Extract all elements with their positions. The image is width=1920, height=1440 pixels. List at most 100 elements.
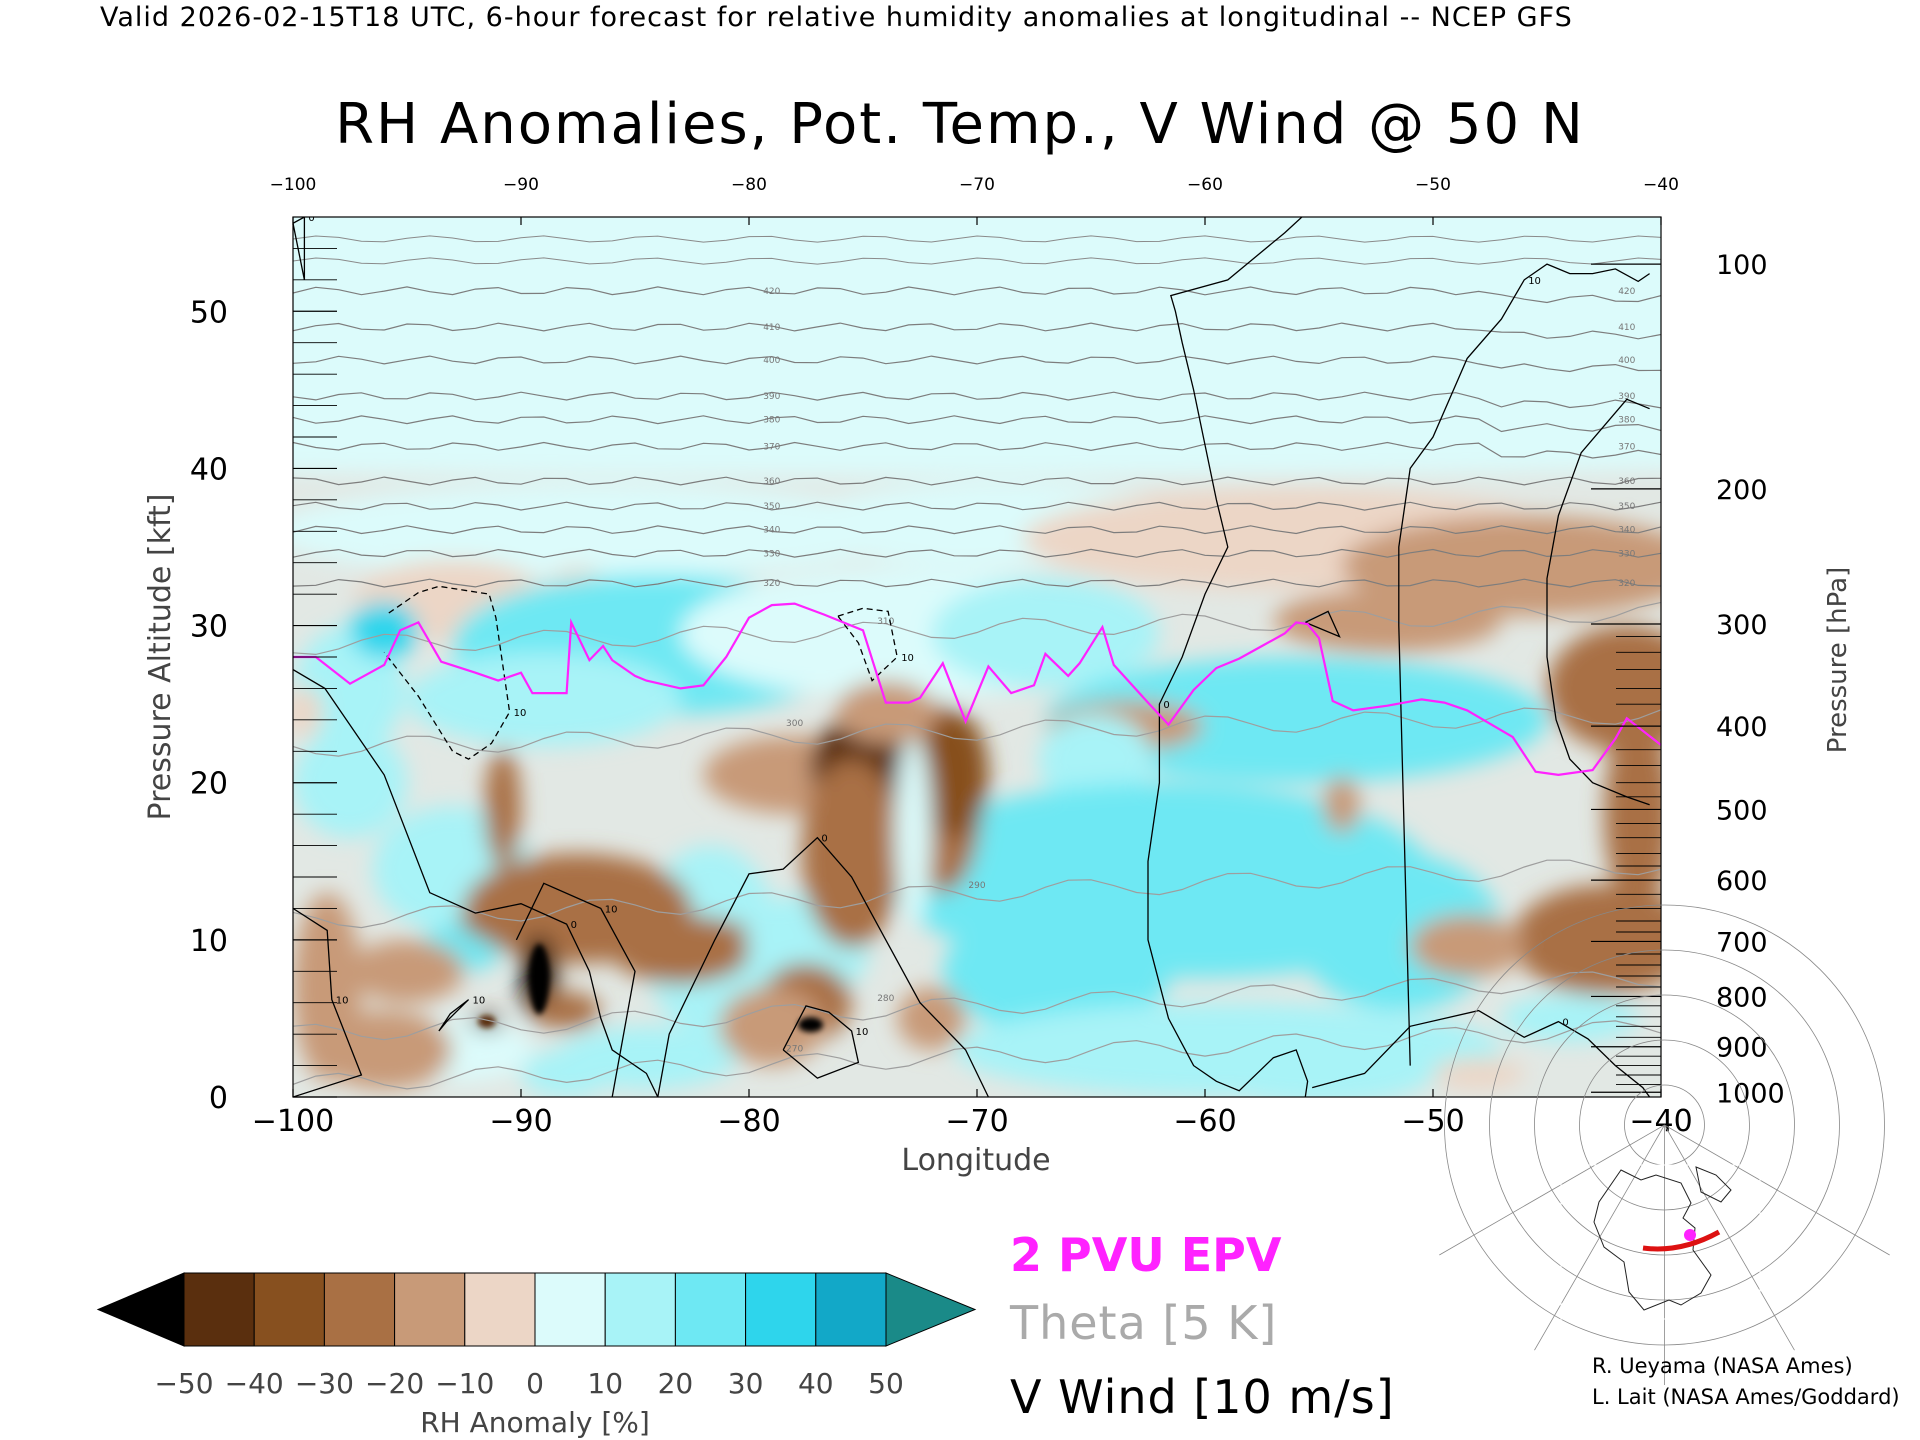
theta-contour-line (293, 322, 1661, 340)
colorbar-segment (745, 1272, 817, 1347)
colorbar-tick-label: −40 (225, 1367, 284, 1400)
rh-blob (350, 939, 464, 1003)
vwind-contour (1312, 1009, 1651, 1097)
vwind-contour-label: 0 (1163, 700, 1169, 711)
theta-contour-line (293, 859, 1661, 929)
chart-title: RH Anomalies, Pot. Temp., V Wind @ 50 N (335, 92, 1585, 157)
vwind-contour-label: 0 (1562, 1018, 1568, 1029)
theta-contour-line (293, 286, 1661, 304)
x-tick-label: −40 (1629, 1104, 1692, 1139)
x-tick-label: −80 (717, 1104, 780, 1139)
rh-blob (555, 1026, 738, 1090)
theta-contour-label-right: 410 (1618, 323, 1635, 333)
theta-contour-line (293, 476, 1661, 486)
y-tick-label: 10 (190, 924, 228, 959)
vwind-contour (657, 836, 989, 1097)
header-caption: Valid 2026-02-15T18 UTC, 6-hour forecast… (100, 2, 1573, 33)
theta-contour-label: 280 (877, 994, 894, 1004)
theta-contour-line (293, 525, 1661, 535)
inset-map-background (1561, 1165, 1760, 1319)
rh-core (478, 1015, 496, 1028)
rh-blob (719, 987, 825, 1066)
vwind-contour-label: 10 (605, 904, 618, 915)
colorbar-segment (183, 1272, 255, 1347)
y-tick-label: 50 (190, 295, 228, 330)
rh-blob (407, 652, 681, 747)
vwind-contour-dashed-label: 10 (514, 708, 527, 719)
theta-contour-label-right: 390 (1618, 392, 1635, 402)
globe-map-icon (1439, 904, 1890, 1385)
pressure-tick-label: 800 (1716, 982, 1768, 1013)
rh-blob (942, 908, 1171, 1035)
legend-epv: 2 PVU EPV (1010, 1228, 1282, 1282)
rh-anomaly-field (293, 217, 1661, 1097)
y-tick-label: 40 (190, 452, 228, 487)
vwind-contour (293, 907, 363, 1097)
colorbar-tick-label: 40 (798, 1367, 834, 1400)
x-tick-top-label: −40 (1643, 175, 1679, 195)
colorbar-tick-label: −50 (154, 1367, 213, 1400)
rh-blob (931, 578, 1160, 689)
vwind-contour (438, 999, 470, 1032)
credit-line-2: L. Lait (NASA Ames/Goddard) (1592, 1385, 1900, 1409)
theta-contour-label: 400 (763, 356, 780, 366)
vwind-contour (782, 1005, 860, 1079)
rh-blob (1512, 884, 1661, 995)
theta-contour-label-right: 380 (1618, 416, 1635, 426)
pressure-tick-label: 400 (1716, 712, 1768, 743)
pressure-tick-label: 700 (1716, 927, 1768, 958)
theta-contour-label-right: 420 (1618, 287, 1635, 297)
colorbar-segment (674, 1272, 747, 1347)
vwind-contour-label: 0 (821, 834, 827, 845)
theta-contour-line (293, 601, 1661, 656)
pressure-tick-label: 300 (1716, 610, 1768, 641)
colorbar-segment (534, 1272, 606, 1347)
colorbar-under-triangle (96, 1272, 185, 1347)
x-tick-top-label: −60 (1187, 175, 1223, 195)
x-tick-top-label: −80 (731, 175, 767, 195)
colorbar-tick-label: −10 (435, 1367, 494, 1400)
rh-core (529, 943, 550, 1015)
rh-blob (1323, 776, 1361, 833)
colorbar-segment (815, 1272, 887, 1347)
vwind-contour (1305, 610, 1341, 638)
theta-contour-line (293, 355, 1661, 373)
rh-blob (835, 680, 936, 744)
rh-blob (532, 991, 601, 1030)
y-axis-label-left: Pressure Altitude [kft] (143, 494, 178, 821)
epv-line (293, 602, 1661, 777)
rh-blob (1604, 719, 1661, 909)
theta-contour-line (293, 971, 1661, 1041)
theta-contour-label: 330 (763, 549, 780, 559)
theta-contour-line (293, 1020, 1661, 1090)
theta-contour-label: 380 (763, 416, 780, 426)
inset-track-line (1642, 1229, 1721, 1252)
rh-blob (293, 382, 1661, 477)
theta-contours: 270 280 290 300 310 320 320 330 330 340 340 350 350 3… (293, 235, 1661, 1090)
inset-coastline (1695, 1166, 1732, 1203)
theta-contour-label: 340 (763, 526, 780, 536)
colorbar-tick-label: 30 (728, 1367, 764, 1400)
theta-contour-label-right: 400 (1618, 356, 1635, 366)
theta-contour-label: 390 (763, 392, 780, 402)
x-tick-label: −100 (252, 1104, 334, 1139)
vwind-contour-label: 10 (1528, 276, 1541, 287)
pressure-tick-label: 1000 (1716, 1078, 1785, 1109)
colorbar-segment (464, 1272, 536, 1347)
colorbar-tick-label: −30 (295, 1367, 354, 1400)
colorbar-segment (394, 1272, 466, 1347)
theta-contour-label: 350 (763, 502, 780, 512)
x-tick-top-label: −90 (503, 175, 539, 195)
vwind-contour-label: 0 (308, 213, 314, 224)
legend-vwind: V Wind [10 m/s] (1010, 1370, 1395, 1424)
theta-contour-label: 300 (786, 719, 803, 729)
theta-contour-label: 270 (786, 1044, 803, 1054)
inset-location-marker (1684, 1229, 1696, 1241)
colorbar-tick-label: 50 (868, 1367, 904, 1400)
theta-contour-label: 310 (877, 617, 894, 627)
rh-blob (1273, 589, 1502, 653)
epv-2pvu-line (293, 602, 1661, 777)
colorbar-over-triangle (885, 1272, 977, 1347)
rh-cores (478, 943, 824, 1033)
vwind-contour-label: 10 (856, 1027, 869, 1038)
